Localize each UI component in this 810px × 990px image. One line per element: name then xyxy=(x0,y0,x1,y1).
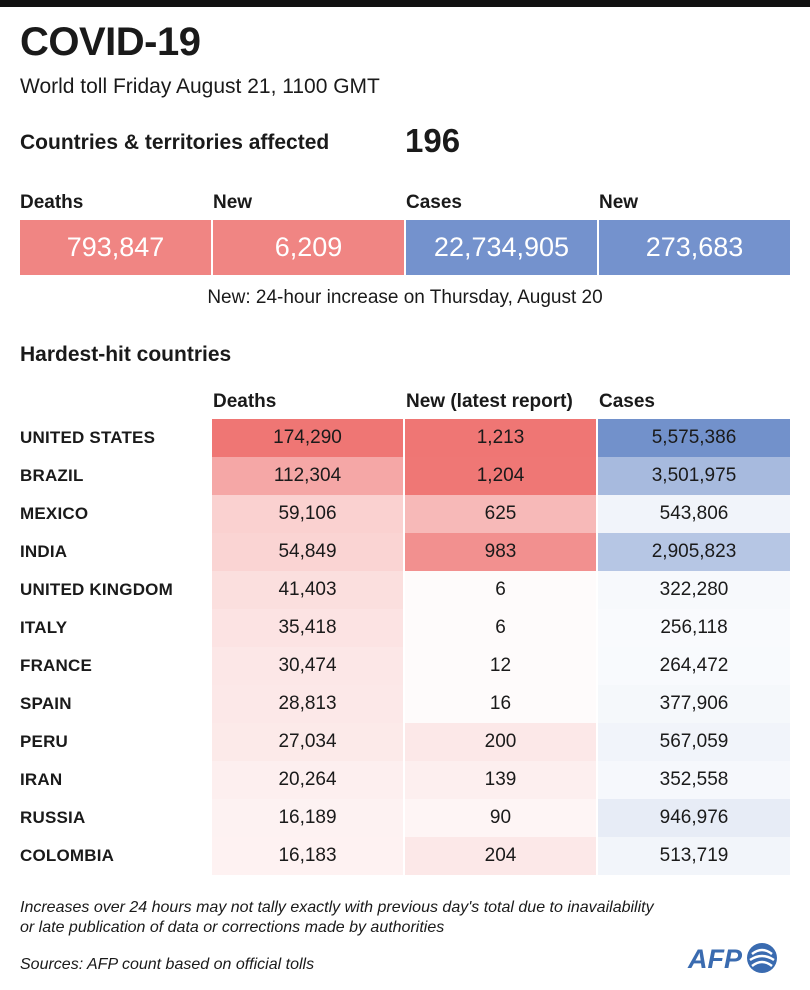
cases-cell: 567,059 xyxy=(598,723,790,761)
deaths-cell: 30,474 xyxy=(212,647,403,685)
cases-cell: 377,906 xyxy=(598,685,790,723)
deaths-cell: 59,106 xyxy=(212,495,403,533)
summary-new-deaths-box: 6,209 xyxy=(213,220,404,275)
deaths-cell: 28,813 xyxy=(212,685,403,723)
summary-cases-label: Cases xyxy=(406,192,462,213)
top-rule xyxy=(0,0,810,7)
deaths-cell: 35,418 xyxy=(212,609,403,647)
summary-new-cases-value: 273,683 xyxy=(645,232,744,262)
afp-logo-text: AFP xyxy=(687,944,743,974)
new-deaths-cell: 625 xyxy=(405,495,596,533)
cases-cell: 543,806 xyxy=(598,495,790,533)
country-name: COLOMBIA xyxy=(20,846,115,865)
cases-cell: 946,976 xyxy=(598,799,790,837)
cases-cell: 3,501,975 xyxy=(598,457,790,495)
table-row: ITALY 35,418 6 256,118 xyxy=(0,609,810,647)
deaths-cell: 112,304 xyxy=(212,457,403,495)
new-deaths-cell: 983 xyxy=(405,533,596,571)
deaths-cell: 27,034 xyxy=(212,723,403,761)
affected-label: Countries & territories affected xyxy=(20,131,330,154)
summary-new-deaths-label: New xyxy=(213,192,253,213)
cases-cell: 5,575,386 xyxy=(598,419,790,457)
table-title: Hardest-hit countries xyxy=(20,343,232,366)
deaths-cell: 20,264 xyxy=(212,761,403,799)
table-row: IRAN 20,264 139 352,558 xyxy=(0,761,810,799)
country-name: FRANCE xyxy=(20,656,93,675)
page-title: COVID-19 xyxy=(20,20,201,64)
affected-value: 196 xyxy=(405,122,461,159)
table-row: RUSSIA 16,189 90 946,976 xyxy=(0,799,810,837)
country-name: UNITED KINGDOM xyxy=(20,580,173,599)
new-deaths-cell: 200 xyxy=(405,723,596,761)
summary-new-cases-box: 273,683 xyxy=(599,220,790,275)
summary-new-cases-label: New xyxy=(599,192,639,213)
new-deaths-cell: 139 xyxy=(405,761,596,799)
country-name: BRAZIL xyxy=(20,466,84,485)
deaths-cell: 174,290 xyxy=(212,419,403,457)
cases-cell: 264,472 xyxy=(598,647,790,685)
table-row: COLOMBIA 16,183 204 513,719 xyxy=(0,837,810,875)
table-row: MEXICO 59,106 625 543,806 xyxy=(0,495,810,533)
footnote: Increases over 24 hours may not tally ex… xyxy=(20,898,700,938)
country-name: SPAIN xyxy=(20,694,72,713)
new-deaths-cell: 90 xyxy=(405,799,596,837)
country-name: ITALY xyxy=(20,618,68,637)
summary-new-deaths-value: 6,209 xyxy=(274,232,343,262)
summary-deaths-box: 793,847 xyxy=(20,220,211,275)
summary-deaths-label: Deaths xyxy=(20,192,84,213)
country-name: MEXICO xyxy=(20,504,89,523)
new-deaths-cell: 204 xyxy=(405,837,596,875)
afp-logo: AFP xyxy=(687,943,777,974)
column-header-new: New (latest report) xyxy=(406,391,573,412)
deaths-cell: 41,403 xyxy=(212,571,403,609)
cases-cell: 352,558 xyxy=(598,761,790,799)
cases-cell: 513,719 xyxy=(598,837,790,875)
table-row: BRAZIL 112,304 1,204 3,501,975 xyxy=(0,457,810,495)
summary-deaths-value: 793,847 xyxy=(66,232,165,262)
sources-note: Sources: AFP count based on official tol… xyxy=(20,956,315,973)
deaths-cell: 54,849 xyxy=(212,533,403,571)
cases-cell: 2,905,823 xyxy=(598,533,790,571)
new-deaths-cell: 16 xyxy=(405,685,596,723)
new-deaths-cell: 1,213 xyxy=(405,419,596,457)
new-deaths-cell: 1,204 xyxy=(405,457,596,495)
country-name: IRAN xyxy=(20,770,63,789)
page-subtitle: World toll Friday August 21, 1100 GMT xyxy=(20,75,380,98)
summary-note: New: 24-hour increase on Thursday, Augus… xyxy=(207,287,603,308)
column-header-cases: Cases xyxy=(599,391,655,412)
country-name: PERU xyxy=(20,732,69,751)
country-name: UNITED STATES xyxy=(20,428,156,447)
new-deaths-cell: 6 xyxy=(405,571,596,609)
cases-cell: 256,118 xyxy=(598,609,790,647)
country-name: RUSSIA xyxy=(20,808,86,827)
footnote-line-2: or late publication of data or correctio… xyxy=(20,919,445,936)
table-row: INDIA 54,849 983 2,905,823 xyxy=(0,533,810,571)
footnote-line-1: Increases over 24 hours may not tally ex… xyxy=(20,899,654,916)
deaths-cell: 16,183 xyxy=(212,837,403,875)
summary-cases-value: 22,734,905 xyxy=(433,232,570,262)
country-name: INDIA xyxy=(20,542,68,561)
column-header-deaths: Deaths xyxy=(213,391,277,412)
table-row: UNITED KINGDOM 41,403 6 322,280 xyxy=(0,571,810,609)
table-row: PERU 27,034 200 567,059 xyxy=(0,723,810,761)
cases-cell: 322,280 xyxy=(598,571,790,609)
new-deaths-cell: 12 xyxy=(405,647,596,685)
new-deaths-cell: 6 xyxy=(405,609,596,647)
deaths-cell: 16,189 xyxy=(212,799,403,837)
table-row: UNITED STATES 174,290 1,213 5,575,386 xyxy=(0,419,810,457)
table-row: FRANCE 30,474 12 264,472 xyxy=(0,647,810,685)
summary-cases-box: 22,734,905 xyxy=(406,220,597,275)
table-row: SPAIN 28,813 16 377,906 xyxy=(0,685,810,723)
